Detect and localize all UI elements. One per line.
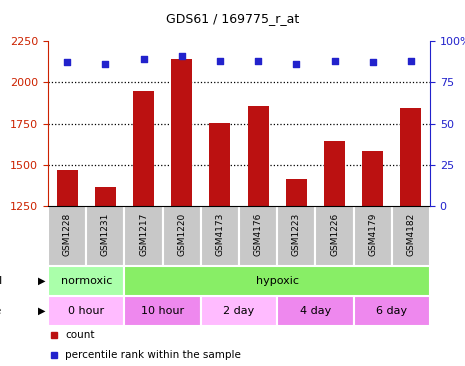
Point <box>254 58 262 64</box>
Bar <box>133 92 154 206</box>
Text: GSM1220: GSM1220 <box>177 213 186 257</box>
Point <box>178 53 186 59</box>
Bar <box>57 170 78 206</box>
Point <box>140 56 147 62</box>
Bar <box>171 59 192 206</box>
Text: 6 day: 6 day <box>376 306 407 316</box>
Bar <box>392 206 430 266</box>
Text: GSM1217: GSM1217 <box>139 213 148 257</box>
Text: ▶: ▶ <box>38 276 45 286</box>
Bar <box>86 206 125 266</box>
Bar <box>201 296 277 326</box>
Bar <box>286 179 307 206</box>
Point <box>216 58 224 64</box>
Bar <box>48 266 125 296</box>
Bar <box>95 187 116 206</box>
Bar <box>48 296 125 326</box>
Point <box>407 58 415 64</box>
Bar <box>247 106 269 206</box>
Bar <box>353 206 392 266</box>
Text: hypoxic: hypoxic <box>256 276 299 286</box>
Text: GSM1226: GSM1226 <box>330 213 339 257</box>
Bar <box>209 123 230 206</box>
Text: protocol: protocol <box>0 276 2 286</box>
Point <box>63 60 71 66</box>
Text: 2 day: 2 day <box>223 306 255 316</box>
Bar <box>400 108 421 206</box>
Bar <box>324 141 345 206</box>
Text: GSM1228: GSM1228 <box>63 213 72 257</box>
Text: time: time <box>0 306 2 316</box>
Bar <box>201 206 239 266</box>
Text: GSM4179: GSM4179 <box>368 213 377 257</box>
Bar <box>163 206 201 266</box>
Text: ▶: ▶ <box>38 306 45 316</box>
Text: 4 day: 4 day <box>300 306 331 316</box>
Bar <box>125 296 201 326</box>
Bar <box>239 206 277 266</box>
Bar <box>353 296 430 326</box>
Text: GSM1223: GSM1223 <box>292 213 301 257</box>
Bar <box>277 206 315 266</box>
Point <box>369 60 377 66</box>
Text: GSM4176: GSM4176 <box>253 213 263 257</box>
Text: 10 hour: 10 hour <box>141 306 184 316</box>
Point <box>331 58 338 64</box>
Bar <box>277 296 353 326</box>
Text: count: count <box>65 330 95 340</box>
Point <box>101 61 109 67</box>
Bar <box>125 266 430 296</box>
Text: percentile rank within the sample: percentile rank within the sample <box>65 350 241 360</box>
Text: GSM4173: GSM4173 <box>215 213 225 257</box>
Bar <box>125 206 163 266</box>
Bar <box>315 206 353 266</box>
Bar <box>362 151 383 206</box>
Text: GSM1231: GSM1231 <box>101 213 110 257</box>
Text: GSM4182: GSM4182 <box>406 213 415 257</box>
Bar <box>48 206 86 266</box>
Text: GDS61 / 169775_r_at: GDS61 / 169775_r_at <box>166 12 299 25</box>
Point <box>292 61 300 67</box>
Text: normoxic: normoxic <box>60 276 112 286</box>
Text: 0 hour: 0 hour <box>68 306 104 316</box>
